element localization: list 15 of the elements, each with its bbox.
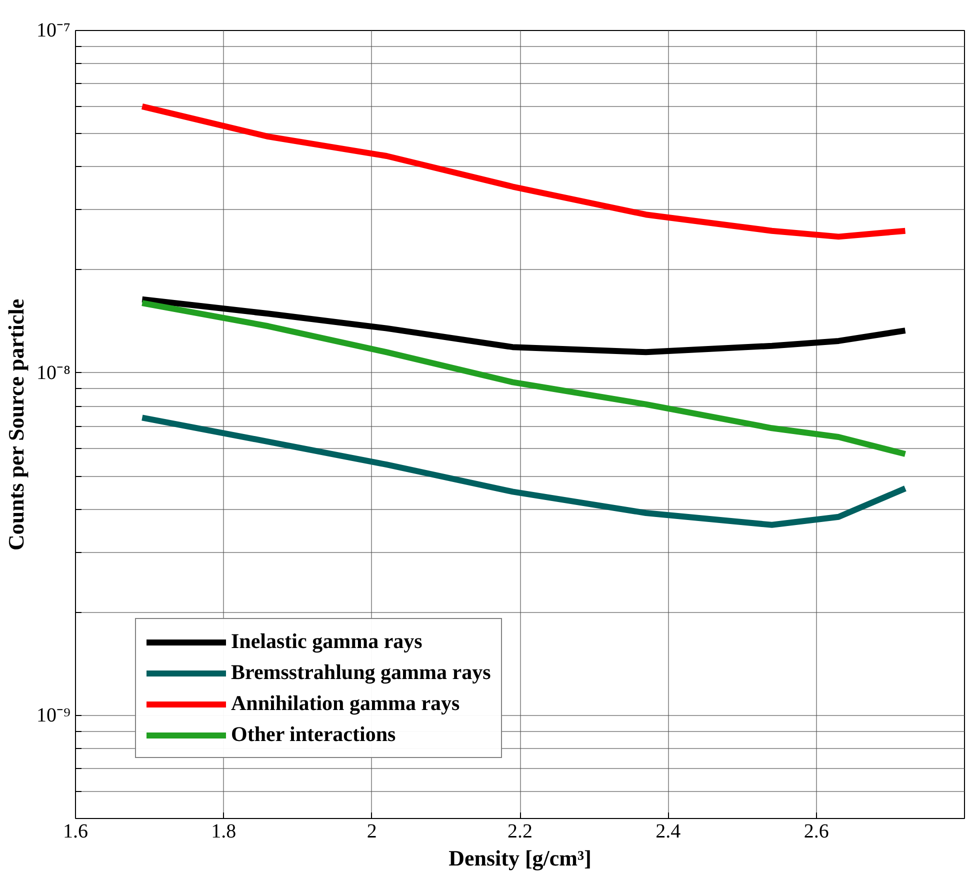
- legend-label: Annihilation gamma rays: [231, 691, 460, 716]
- legend-label: Inelastic gamma rays: [231, 629, 422, 654]
- y-tick-label: 10⁻⁸: [36, 362, 71, 384]
- legend-label: Other interactions: [231, 722, 396, 747]
- y-tick-label: 10⁻⁹: [36, 704, 71, 726]
- x-tick-label: 2: [366, 820, 377, 842]
- x-tick-label: 2.2: [508, 820, 532, 842]
- y-tick-label: 10⁻⁷: [36, 20, 71, 42]
- x-tick-label: 1.6: [63, 820, 88, 842]
- y-axis-title: Counts per Source particle: [4, 298, 29, 550]
- legend-label: Bremsstrahlung gamma rays: [231, 660, 491, 685]
- x-tick-label: 1.8: [211, 820, 236, 842]
- x-axis-title: Density [g/cm³]: [448, 846, 592, 870]
- x-tick-label: 2.6: [804, 820, 829, 842]
- x-tick-label: 2.4: [656, 820, 681, 842]
